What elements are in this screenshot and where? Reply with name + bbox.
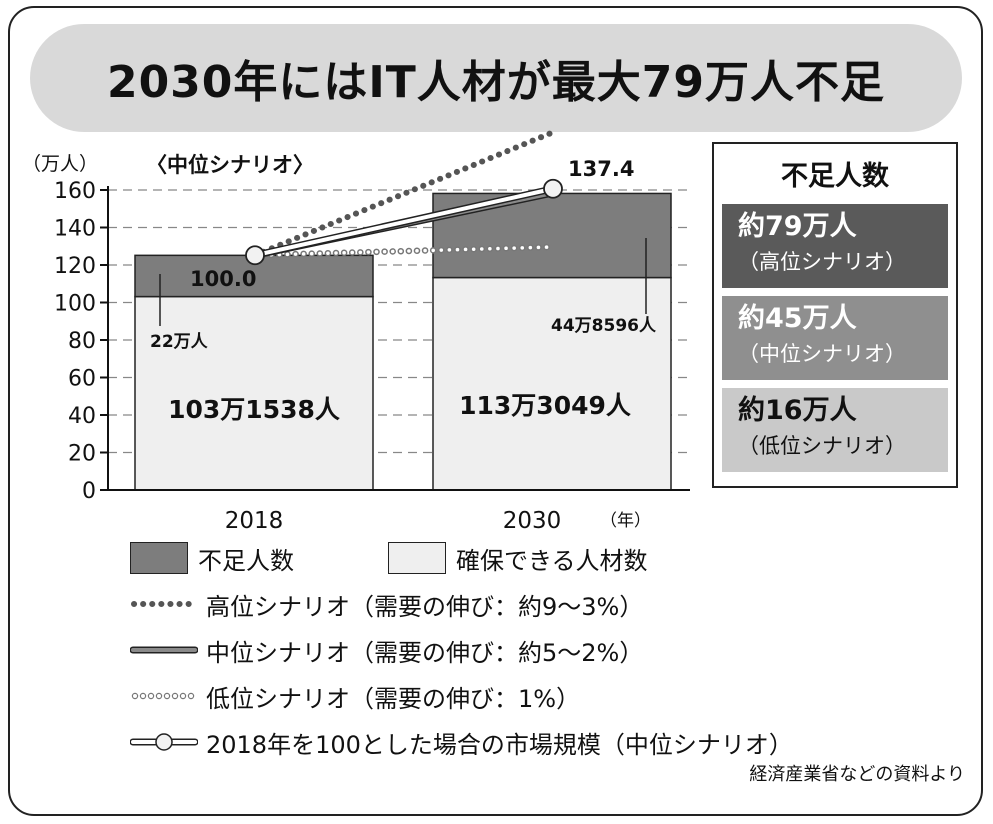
y-tick-label-100: 100	[54, 292, 96, 317]
bars	[134, 192, 672, 491]
y-unit-label: （万人）	[22, 153, 98, 175]
summary-mid-value: 約45万人	[738, 303, 857, 334]
summary-title: 不足人数	[781, 161, 889, 192]
summary-high-scenario: 約79万人 （高位シナリオ）	[722, 204, 948, 288]
line-market-scale	[253, 186, 555, 258]
line-high-scenario	[252, 129, 556, 259]
legend-key-low	[131, 692, 195, 700]
shortage-summary-box: 不足人数 約79万人 （高位シナリオ） 約45万人 （中位シナリオ） 約16万人…	[712, 142, 958, 488]
y-tick-label-80: 80	[68, 329, 96, 354]
y-tick-label-20: 20	[68, 442, 96, 467]
legend-swatch-secured	[388, 542, 446, 574]
chart-labels: （万人） 〈中位シナリオ〉 （年） 103万1538人 113万3049人 22万人…	[22, 153, 657, 531]
y-tick-label-40: 40	[68, 404, 96, 429]
summary-low-label: （低位シナリオ）	[738, 434, 906, 458]
chart-title: 2030年にはIT人材が最大79万人不足	[106, 57, 886, 108]
legend-label-market: 2018年を100とした場合の市場規模（中位シナリオ）	[206, 730, 793, 759]
summary-low-value: 約16万人	[738, 395, 857, 426]
market-point-2030	[543, 178, 563, 199]
legend-item-secured: 確保できる人材数	[388, 540, 648, 576]
x-tick-label-2018: 2018	[225, 508, 284, 534]
legend-label-high: 高位シナリオ（需要の伸び：約9～3%）	[206, 592, 644, 621]
legend-item-high: 高位シナリオ（需要の伸び：約9～3%）	[130, 586, 643, 622]
y-tick-label-120: 120	[54, 254, 96, 279]
summary-high-value: 約79万人	[738, 211, 857, 242]
x-tick-label-2030: 2030	[503, 508, 562, 534]
bar-label-shortage-2018: 22万人	[150, 332, 209, 352]
bar-secured-2018	[134, 295, 374, 491]
legend-label-low: 低位シナリオ（需要の伸び：1%）	[206, 684, 581, 713]
y-tick-label-140: 140	[54, 217, 96, 242]
legend-label-mid: 中位シナリオ（需要の伸び：約5～2%）	[206, 638, 644, 667]
legend-key-high	[131, 601, 197, 607]
y-tick-label-160: 160	[54, 179, 96, 204]
market-point-2018	[245, 245, 265, 266]
market-label-2030: 137.4	[568, 157, 634, 181]
legend-item-market: 2018年を100とした場合の市場規模（中位シナリオ）	[130, 724, 793, 760]
bar-secured-2030	[432, 276, 672, 491]
y-tick-label-60: 60	[68, 367, 96, 392]
legend-item-shortage: 不足人数	[130, 540, 294, 576]
legend-swatch-shortage	[130, 542, 188, 574]
legend-label-shortage: 不足人数	[198, 546, 294, 575]
summary-low-scenario: 約16万人 （低位シナリオ）	[722, 388, 948, 472]
legend: 不足人数 確保できる人材数 高位シナリオ（需要の伸び：約9～3%） 中位シナリオ…	[130, 540, 890, 770]
summary-mid-label: （中位シナリオ）	[738, 342, 906, 366]
line-low-scenario	[253, 245, 555, 257]
bar-label-secured-2018: 103万1538人	[168, 395, 340, 424]
legend-key-market	[130, 733, 198, 751]
y-tick-label-0: 0	[82, 479, 96, 504]
legend-label-secured: 確保できる人材数	[456, 546, 648, 575]
bar-label-shortage-2030: 44万8596人	[551, 316, 657, 336]
bar-label-secured-2030: 113万3049人	[459, 391, 631, 420]
x-unit-label: （年）	[600, 511, 651, 531]
legend-item-mid: 中位シナリオ（需要の伸び：約5～2%）	[130, 632, 643, 668]
legend-key-mid	[130, 646, 198, 654]
summary-high-label: （高位シナリオ）	[738, 250, 906, 274]
axes: 0 20 40 60 80 100 120 140 160 2018 2030	[54, 179, 690, 534]
scenario-label: 〈中位シナリオ〉	[146, 153, 314, 177]
source-note: 経済産業省などの資料より	[749, 764, 965, 785]
summary-mid-scenario: 約45万人 （中位シナリオ）	[722, 296, 948, 380]
market-label-2018: 100.0	[190, 267, 256, 291]
legend-item-low: 低位シナリオ（需要の伸び：1%）	[130, 678, 580, 714]
projection-lines	[245, 129, 563, 266]
title-banner: 2030年にはIT人材が最大79万人不足	[30, 24, 962, 132]
